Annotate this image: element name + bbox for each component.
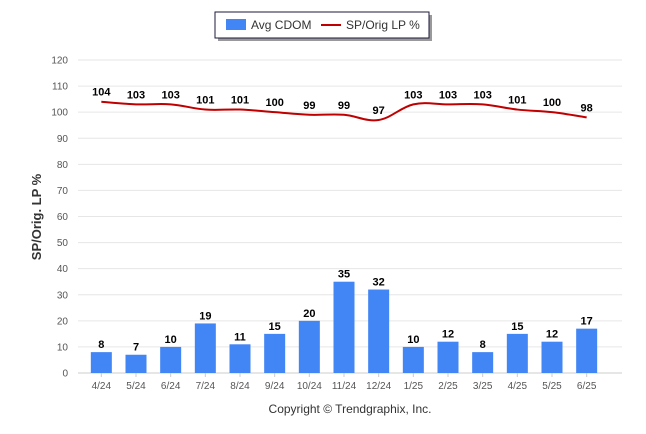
x-tick-label-10/24: 10/24 <box>297 381 322 392</box>
x-tick-label-6/24: 6/24 <box>161 381 181 392</box>
x-tick-label-8/24: 8/24 <box>230 381 250 392</box>
bar-8/24 <box>229 344 251 373</box>
y-tick-label-120: 120 <box>51 56 68 67</box>
x-tick-label-6/25: 6/25 <box>577 381 597 392</box>
bar-label-7/24: 19 <box>199 310 211 322</box>
y-axis-ticks: 0 10 20 30 40 50 60 70 80 90 100 110 120 <box>51 56 68 380</box>
bar-label-2/25: 12 <box>442 329 454 341</box>
bar-1/25 <box>402 346 424 373</box>
x-tick-label-4/25: 4/25 <box>508 381 528 392</box>
bar-label-3/25: 8 <box>480 339 486 351</box>
y-tick-label-100: 100 <box>51 108 68 119</box>
y-axis-title: SP/Orig. LP % <box>29 173 44 260</box>
legend-swatch-avg-cdom <box>226 19 246 30</box>
y-tick-label-0: 0 <box>62 369 68 380</box>
bar-4/24 <box>90 352 112 373</box>
line-label-4/25: 101 <box>508 95 526 107</box>
y-tick-label-70: 70 <box>57 186 69 197</box>
line-label-10/24: 99 <box>303 100 315 112</box>
y-tick-label-30: 30 <box>57 290 69 301</box>
copyright-footer: Copyright © Trendgraphix, Inc. <box>269 402 432 416</box>
legend: Avg CDOM SP/Orig LP % <box>214 11 432 41</box>
bar-label-4/25: 15 <box>511 321 523 333</box>
x-tick-label-2/25: 2/25 <box>438 381 458 392</box>
y-tick-label-50: 50 <box>57 238 69 249</box>
y-tick-label-20: 20 <box>57 316 69 327</box>
bars-avg-cdom: 8 7 10 19 11 15 20 35 32 10 12 8 15 12 17 <box>90 269 598 373</box>
x-tick-label-4/24: 4/24 <box>92 381 112 392</box>
bar-12/24 <box>368 289 390 373</box>
line-label-5/24: 103 <box>127 89 145 101</box>
y-tick-label-80: 80 <box>57 160 69 171</box>
bar-label-12/24: 32 <box>373 277 385 289</box>
line-label-4/24: 104 <box>92 87 111 99</box>
legend-label-sp-orig-lp: SP/Orig LP % <box>346 18 420 32</box>
y-tick-label-90: 90 <box>57 134 69 145</box>
x-tick-label-5/24: 5/24 <box>126 381 146 392</box>
x-tick-label-7/24: 7/24 <box>196 381 216 392</box>
y-tick-label-40: 40 <box>57 264 69 275</box>
x-tick-label-12/24: 12/24 <box>366 381 391 392</box>
bar-label-10/24: 20 <box>303 308 315 320</box>
bar-9/24 <box>264 333 286 373</box>
x-tick-label-9/24: 9/24 <box>265 381 285 392</box>
bar-2/25 <box>437 341 459 373</box>
line-label-11/24: 99 <box>338 100 350 112</box>
line-label-5/25: 100 <box>543 97 561 109</box>
bar-label-1/25: 10 <box>407 334 419 346</box>
line-label-2/25: 103 <box>439 89 457 101</box>
bar-label-4/24: 8 <box>98 339 104 351</box>
line-label-12/24: 97 <box>373 105 385 117</box>
y-tick-label-110: 110 <box>52 82 68 93</box>
line-label-7/24: 101 <box>196 95 214 107</box>
line-sp-orig-lp: 104 103 103 101 101 100 99 99 97 103 103 103 101 100 9… <box>92 87 593 122</box>
line-label-6/24: 103 <box>161 89 179 101</box>
bar-label-8/24: 11 <box>234 331 246 343</box>
line-label-1/25: 103 <box>404 89 422 101</box>
line-label-9/24: 100 <box>265 97 283 109</box>
line-label-6/25: 98 <box>581 102 593 114</box>
line-label-8/24: 101 <box>231 95 249 107</box>
bar-label-9/24: 15 <box>269 321 281 333</box>
bar-11/24 <box>333 281 355 373</box>
x-axis-ticks: 4/24 5/24 6/24 7/24 8/24 9/24 10/24 11/24 12/24 1… <box>92 373 597 392</box>
bar-7/24 <box>194 323 216 373</box>
line-path-sp-orig-lp <box>101 100 587 122</box>
bar-6/25 <box>576 328 598 373</box>
x-tick-label-1/25: 1/25 <box>404 381 424 392</box>
bar-10/24 <box>298 320 320 373</box>
bar-6/24 <box>160 346 182 373</box>
bar-label-5/24: 7 <box>133 342 139 354</box>
bar-4/25 <box>506 333 528 373</box>
bar-label-6/24: 10 <box>165 334 177 346</box>
bar-label-6/25: 17 <box>581 316 593 328</box>
x-tick-label-5/25: 5/25 <box>542 381 562 392</box>
x-tick-label-11/24: 11/24 <box>332 381 357 392</box>
bar-3/25 <box>472 352 494 373</box>
bar-5/24 <box>125 354 147 373</box>
legend-label-avg-cdom: Avg CDOM <box>251 18 311 32</box>
bar-label-11/24: 35 <box>338 269 350 281</box>
bar-label-5/25: 12 <box>546 329 558 341</box>
y-tick-label-10: 10 <box>57 342 69 353</box>
bar-5/25 <box>541 341 563 373</box>
line-label-3/25: 103 <box>473 89 491 101</box>
y-tick-label-60: 60 <box>57 212 69 223</box>
x-tick-label-3/25: 3/25 <box>473 381 493 392</box>
